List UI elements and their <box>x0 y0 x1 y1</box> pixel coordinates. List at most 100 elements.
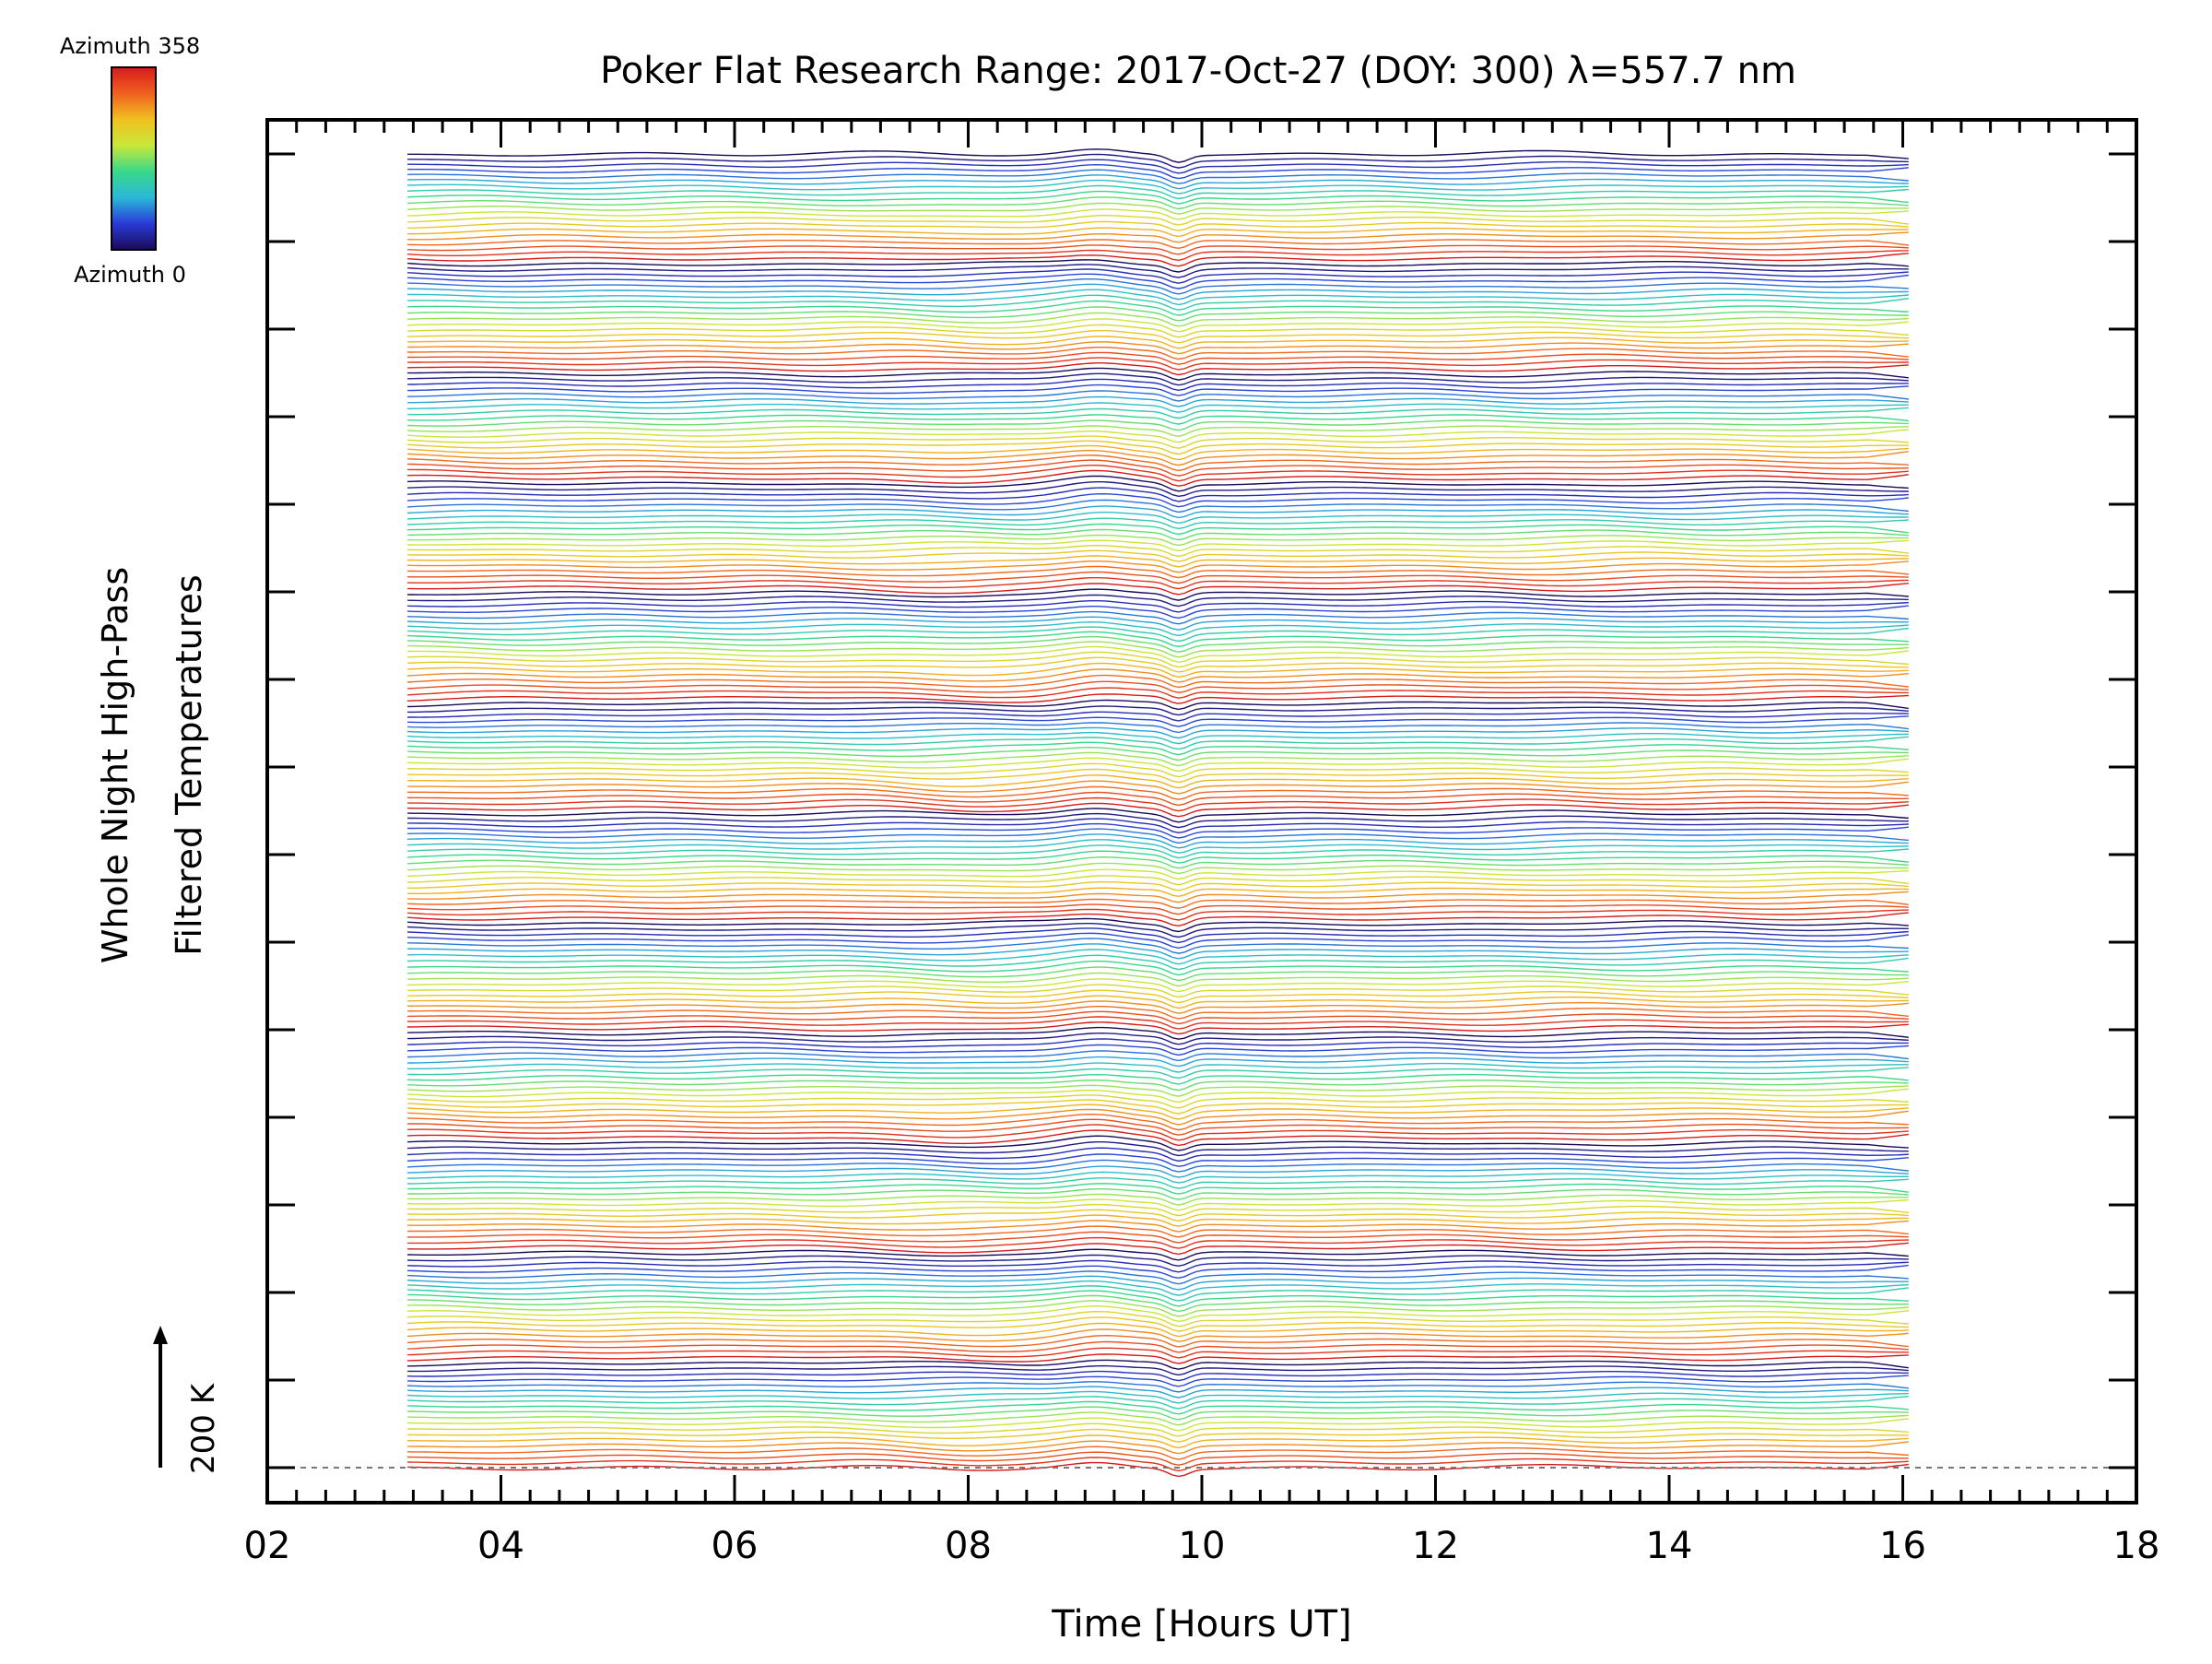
trace-line <box>407 1214 1909 1227</box>
trace-line <box>407 722 1909 734</box>
trace-line <box>407 1381 1909 1393</box>
trace-line <box>407 785 1909 800</box>
trace-line <box>407 1390 1909 1404</box>
trace-line <box>407 278 1909 295</box>
scale-bar-label: 200 K <box>185 1382 222 1474</box>
trace-line <box>407 1188 1909 1200</box>
trace-line <box>407 1010 1909 1025</box>
x-tick-label: 14 <box>1646 1525 1693 1567</box>
trace-line <box>407 499 1909 513</box>
trace-line <box>407 797 1909 812</box>
trace-line <box>407 1440 1909 1455</box>
trace-line <box>407 384 1909 396</box>
trace-line <box>407 1124 1909 1141</box>
trace-line <box>407 1177 1909 1189</box>
trace-line <box>407 1386 1909 1398</box>
trace-line <box>407 1080 1909 1092</box>
trace-line <box>407 378 1909 392</box>
trace-line <box>407 631 1909 648</box>
trace-line <box>407 294 1909 311</box>
trace-line <box>407 1428 1909 1443</box>
trace-line <box>407 1021 1909 1035</box>
trace-line <box>407 949 1909 965</box>
trace-line <box>407 465 1909 482</box>
trace-line <box>407 1270 1909 1285</box>
trace-line <box>407 923 1909 938</box>
scale-bar: 200 K <box>153 1326 222 1474</box>
trace-line <box>407 1067 1909 1080</box>
trace-line <box>407 259 1909 273</box>
trace-line <box>407 978 1909 993</box>
trace-line <box>407 1310 1909 1328</box>
trace-line <box>407 227 1909 238</box>
trace-line <box>407 1396 1909 1410</box>
trace-line <box>407 668 1909 683</box>
trace-line <box>407 1304 1909 1323</box>
trace-line <box>407 475 1909 492</box>
trace-line <box>407 891 1909 903</box>
trace-line <box>407 407 1909 419</box>
trace-line <box>407 215 1909 226</box>
trace-line <box>407 1044 1909 1056</box>
trace-line <box>407 1073 1909 1085</box>
trace-line <box>407 459 1909 477</box>
trace-line <box>407 731 1909 745</box>
trace-line <box>407 966 1909 982</box>
trace-line <box>407 414 1909 425</box>
trace-line <box>407 588 1909 601</box>
trace-line <box>407 264 1909 278</box>
trace-line <box>407 1016 1909 1030</box>
trace-line <box>407 1400 1909 1415</box>
trace-line <box>407 1259 1909 1273</box>
trace-line <box>407 1411 1909 1426</box>
trace-line <box>407 995 1909 1009</box>
trace-line <box>407 336 1909 349</box>
trace-line <box>407 402 1909 413</box>
trace-line <box>407 768 1909 784</box>
trace-line <box>407 711 1909 722</box>
trace-line <box>407 762 1909 778</box>
trace-line <box>407 1451 1909 1466</box>
trace-line <box>407 833 1909 849</box>
trace-line <box>407 1198 1909 1211</box>
trace-line <box>407 528 1909 541</box>
trace-line <box>407 1316 1909 1332</box>
trace-line <box>407 163 1909 180</box>
trace-line <box>407 492 1909 508</box>
trace-line <box>407 641 1909 658</box>
x-tick-label: 04 <box>477 1525 524 1567</box>
trace-line <box>407 594 1909 608</box>
x-tick-label: 12 <box>1412 1525 1459 1567</box>
trace-line <box>407 561 1909 573</box>
trace-line <box>407 1225 1909 1238</box>
chart-title: Poker Flat Research Range: 2017-Oct-27 (… <box>600 50 1796 92</box>
trace-line <box>407 1285 1909 1302</box>
trace-line <box>407 1171 1909 1184</box>
trace-line <box>407 1103 1909 1120</box>
x-tick-label: 02 <box>244 1525 291 1567</box>
y-axis-label-line1: Whole Night High-Pass <box>95 567 135 963</box>
trace-line <box>407 1248 1909 1261</box>
colorbar-bottom-label: Azimuth 0 <box>74 262 186 288</box>
trace-line <box>407 196 1909 210</box>
trace-line <box>407 972 1909 987</box>
trace-line <box>407 1290 1909 1307</box>
trace-line <box>407 300 1909 316</box>
trace-line <box>407 395 1909 407</box>
trace-line <box>407 351 1909 365</box>
trace-line <box>407 148 1909 163</box>
trace-line <box>407 1300 1909 1317</box>
trace-line <box>407 1094 1909 1109</box>
trace-line <box>407 289 1909 306</box>
trace-line <box>407 159 1909 174</box>
trace-line <box>407 1183 1909 1195</box>
trace-line <box>407 1165 1909 1178</box>
trace-line <box>407 943 1909 960</box>
trace-line <box>407 984 1909 998</box>
trace-line <box>407 549 1909 562</box>
trace-line <box>407 190 1909 205</box>
trace-line <box>407 862 1909 875</box>
trace-line <box>407 1153 1909 1167</box>
trace-line <box>407 1113 1909 1131</box>
